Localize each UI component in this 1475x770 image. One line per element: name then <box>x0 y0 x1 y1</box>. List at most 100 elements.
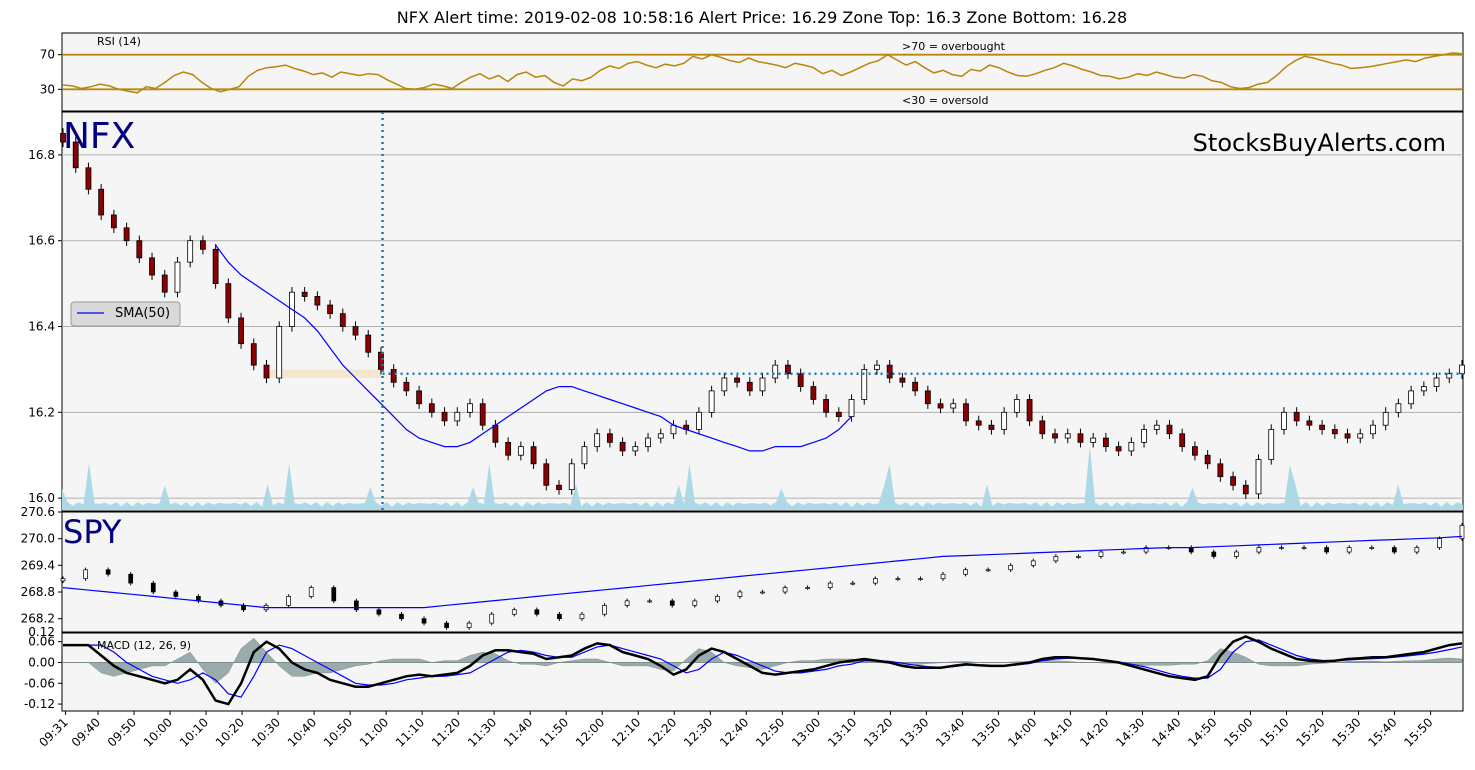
price-candle-body <box>1179 433 1186 448</box>
price-candle-body <box>734 377 740 383</box>
spy-candle-body <box>1098 551 1104 557</box>
x-tick-label: 11:20 <box>429 715 463 749</box>
price-candle-body <box>314 296 321 306</box>
spy-candle-body <box>173 591 179 597</box>
spy-candle-body <box>331 587 337 602</box>
spy-candle-body <box>895 578 901 581</box>
price-candle-body <box>479 403 486 426</box>
price-candle-body <box>428 403 435 413</box>
price-candle-body <box>632 446 639 452</box>
x-tick-label: 13:00 <box>789 715 823 749</box>
spy-candle-body <box>376 609 382 615</box>
price-candle-body <box>924 390 931 405</box>
price-candle-body <box>250 343 257 366</box>
spy-candle-body <box>1076 556 1081 558</box>
price-candle-body <box>759 377 766 392</box>
spy-candle-body <box>872 578 878 584</box>
price-candle-body <box>772 364 779 379</box>
spy-candle-body <box>692 600 698 606</box>
price-candle-body <box>1293 411 1300 422</box>
spy-candle-body <box>534 609 540 615</box>
x-tick-label: 09:31 <box>36 715 70 749</box>
price-candle-body <box>1230 476 1236 486</box>
x-tick-label: 13:40 <box>933 715 967 749</box>
x-tick-label: 14:20 <box>1077 715 1111 749</box>
spy-candle-body <box>1369 547 1375 549</box>
spy-candle-body <box>1143 547 1149 553</box>
x-tick-label: 10:40 <box>285 715 319 749</box>
price-candle-body <box>721 377 728 392</box>
spy-candle-body <box>60 578 66 582</box>
price-candle-body <box>149 257 155 276</box>
spy-candle-body <box>399 613 404 620</box>
macd-layer: -0.12 -0.06 0.00 0.06 <box>24 635 1463 711</box>
spy-candle-body <box>466 622 472 628</box>
price-candle-body <box>1153 424 1160 430</box>
spy-candle-body <box>1234 551 1239 557</box>
price-candle-body <box>912 381 919 392</box>
x-tick-label: 15:20 <box>1293 715 1327 749</box>
price-candle-body <box>950 403 957 409</box>
macd-signal-line <box>63 639 1463 698</box>
spy-candle-body <box>1121 551 1126 554</box>
spy-candle-body <box>489 613 495 624</box>
price-candle-body <box>1344 433 1351 439</box>
x-tick-label: 15:50 <box>1401 715 1435 749</box>
spy-candle-body <box>579 613 585 620</box>
x-tick-label: 14:10 <box>1041 715 1075 749</box>
price-candle-body <box>1192 446 1198 456</box>
x-tick-label: 12:30 <box>681 715 715 749</box>
spy-candle-body <box>1030 560 1036 566</box>
price-candle-body <box>416 390 423 405</box>
price-candle-body <box>1141 429 1147 443</box>
price-candle-body <box>1408 390 1415 405</box>
price-candle-body <box>1306 420 1313 426</box>
price-candle-body <box>174 261 181 293</box>
price-candle-body <box>1001 411 1008 430</box>
x-tick-label: 12:10 <box>609 715 643 749</box>
price-candle-body <box>1420 386 1427 392</box>
x-tick-label: 12:40 <box>717 715 751 749</box>
x-tick-label: 15:00 <box>1221 715 1255 749</box>
x-tick-label: 11:50 <box>537 715 571 749</box>
price-candle-body <box>861 369 868 400</box>
spy-candle-body <box>602 604 607 615</box>
price-candle-body <box>72 141 79 169</box>
x-tick-label: 11:40 <box>501 715 535 749</box>
spy-candle-body <box>353 600 359 611</box>
spy-candle-body <box>1324 547 1329 553</box>
spy-ytick-label: 270.6 <box>21 505 55 519</box>
price-candle-body <box>187 240 194 263</box>
x-tick-label: 14:40 <box>1149 715 1183 749</box>
x-tick-label: 10:30 <box>249 715 283 749</box>
price-candle-body <box>136 240 143 259</box>
x-tick-label: 13:10 <box>825 715 859 749</box>
spy-candle-body <box>1053 556 1059 562</box>
sma-legend: SMA(50) <box>70 301 181 327</box>
price-candle-body <box>517 446 524 456</box>
macd-ytick-label: 0.06 <box>28 635 55 649</box>
price-candle-body <box>568 463 575 490</box>
spy-candle-body <box>105 569 111 575</box>
spy-candle-body <box>308 587 314 597</box>
price-candle-body <box>1331 429 1338 435</box>
spy-candle-body <box>624 600 630 606</box>
x-tick-label: 14:30 <box>1113 715 1147 749</box>
x-tick-label: 14:50 <box>1185 715 1219 749</box>
price-candle-body <box>581 446 588 465</box>
price-candle-body <box>594 433 601 448</box>
spy-candle-body <box>647 600 653 603</box>
spy-candle-body <box>1301 547 1307 549</box>
price-candle-body <box>365 334 372 353</box>
price-ticker-label: NFX <box>63 116 135 157</box>
spy-candle-body <box>1459 524 1465 540</box>
price-candle-body <box>810 386 817 400</box>
price-candle-body <box>1128 441 1135 452</box>
price-sma50-line <box>215 244 852 452</box>
spy-candle-body <box>421 618 427 624</box>
spy-panel <box>61 511 1464 633</box>
spy-candle-body <box>444 622 449 628</box>
price-candle-body <box>556 484 562 490</box>
